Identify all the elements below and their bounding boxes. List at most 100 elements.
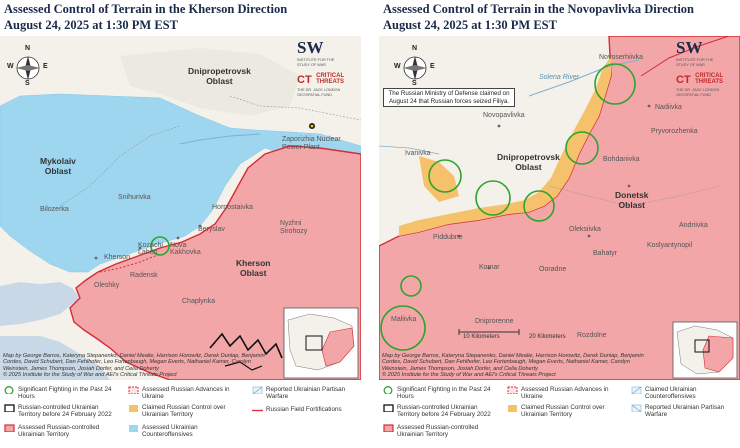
label-piddubne: Piddubne: [433, 234, 463, 241]
legend-ukr-counter: Assessed Ukrainian Counteroffensives: [128, 424, 198, 438]
ct-mark: CT: [297, 74, 312, 86]
label-ooradne: Ooradne: [539, 266, 567, 273]
label-dnipro-oblast-right: Dnipropetrovsk Oblast: [497, 152, 560, 172]
label-maliivka: Maliivka: [391, 316, 417, 323]
map-title-right: Assessed Control of Terrain in the Novop…: [383, 1, 694, 33]
label-komar: Komar: [479, 264, 500, 271]
compass-rose-icon-right: N S W E: [394, 45, 435, 88]
legend-rus-controlled: Assessed Russian-controlled Ukrainian Te…: [4, 424, 99, 438]
compass-e: E: [43, 63, 48, 70]
fund-text: THE DR. JACK LONDON GEOSPATIAL FUND: [297, 88, 341, 97]
label-chaplynka: Chaplynka: [182, 298, 216, 305]
legend-fortifications: Russian Field Fortifications: [252, 406, 342, 413]
legend-partisan-r: Reported Ukrainian Partisan Warfare: [631, 404, 724, 418]
legend-claimed-ukr-r: Claimed Ukrainian Counteroffensives: [631, 386, 696, 400]
label-nyzhni-sirohozy: Nyzhni Sirohozy: [280, 220, 308, 235]
kherson-map-panel: Assessed Control of Terrain in the Khers…: [0, 0, 361, 448]
legend-rus-advances-r-label: Assessed Russian Advances in Ukraine: [521, 386, 609, 400]
map-title-line1: Assessed Control of Terrain in the Khers…: [4, 2, 288, 16]
label-oleksiivka: Oleksiivka: [569, 226, 601, 233]
legend-claimed-rus-label: Claimed Russian Control over Ukrainian T…: [142, 404, 226, 418]
compass-rose-icon: N S W E: [7, 45, 48, 88]
label-znpp: Zaporizhia Nuclear Power Plant: [282, 136, 341, 151]
legend-fortifications-label: Russian Field Fortifications: [266, 406, 342, 413]
legend-fighting: Significant Fighting in the Past 24 Hour…: [4, 386, 111, 400]
legend-ukr-counter-label: Assessed Ukrainian Counteroffensives: [142, 424, 198, 438]
label-bohdanivka: Bohdanivka: [603, 156, 640, 163]
isw-ct-logo: SW INSTITUTE FOR THE STUDY OF WAR CT CRI…: [297, 38, 357, 98]
kherson-map: N S W E SW INSTITUTE FOR THE STUDY OF WA…: [0, 36, 361, 380]
mod-claim-note: The Russian Ministry of Defense claimed …: [383, 88, 515, 108]
isw-subtitle: INSTITUTE FOR THE STUDY OF WAR: [297, 58, 335, 67]
label-hornostaivka: Hornostaivka: [212, 204, 253, 211]
label-novopavlivka: Novopavlivka: [483, 112, 525, 119]
label-kherson-oblast: Kherson Oblast: [236, 258, 271, 278]
title-bar-right: Assessed Control of Terrain in the Novop…: [379, 0, 740, 36]
legend-partisan: Reported Ukrainian Partisan Warfare: [252, 386, 345, 400]
label-snihurivka: Snihurivka: [118, 194, 151, 201]
label-pryvorozhenka: Pryvorozhenka: [651, 128, 698, 135]
compass-w: W: [7, 63, 14, 70]
ct-text-right: CRITICAL THREATS: [695, 72, 724, 85]
label-kherson: Kherson: [104, 254, 131, 261]
label-bahatyr: Bahatyr: [593, 250, 618, 257]
legend-rus-controlled-r: Assessed Russian-controlled Ukrainian Te…: [383, 424, 478, 438]
label-rozdolne: Rozdolne: [577, 332, 607, 339]
legend-fighting-r-label: Significant Fighting in the Past 24 Hour…: [397, 386, 491, 400]
map-title-line2: August 24, 2025 at 1:30 PM EST: [4, 18, 178, 32]
legend-partisan-r-label: Reported Ukrainian Partisan Warfare: [645, 404, 725, 418]
ct-text: CRITICAL THREATS: [316, 72, 345, 85]
scale-bar-label-2: 20 Kilometers: [529, 334, 566, 340]
legend-right: Significant Fighting in the Past 24 Hour…: [379, 384, 740, 448]
fund-text-right: THE DR. JACK LONDON GEOSPATIAL FUND: [676, 88, 720, 97]
legend-claimed-rus-r: Claimed Russian Control over Ukrainian T…: [507, 404, 605, 418]
compass-s-right: S: [412, 80, 417, 87]
label-ivanivka: Ivanivka: [405, 150, 431, 157]
legend-rus-advances: Assessed Russian Advances in Ukraine: [128, 386, 230, 400]
map-title-right-line2: August 24, 2025 at 1:30 PM EST: [383, 18, 557, 32]
label-novoserhiivka: Novoserhiivka: [599, 54, 643, 61]
legend-rus-controlled-r-label: Assessed Russian-controlled Ukrainian Te…: [397, 424, 479, 438]
legend-rus-advances-r: Assessed Russian Advances in Ukraine: [507, 386, 609, 400]
label-kozachi-laheri: Kozachi Laheri: [138, 242, 163, 256]
title-bar: Assessed Control of Terrain in the Khers…: [0, 0, 361, 36]
map-title: Assessed Control of Terrain in the Khers…: [4, 1, 287, 33]
label-beryslav: Beryslav: [198, 226, 225, 233]
legend-rus-before-label: Russian-controlled Ukrainian Territory b…: [18, 404, 112, 418]
legend-rus-before: Russian-controlled Ukrainian Territory b…: [4, 404, 112, 418]
ct-mark-right: CT: [676, 74, 691, 86]
label-radensk: Radensk: [130, 272, 158, 279]
legend-fighting-r: Significant Fighting in the Past 24 Hour…: [383, 386, 490, 400]
novopavlivka-map-panel: Assessed Control of Terrain in the Novop…: [379, 0, 740, 448]
legend-claimed-ukr-r-label: Claimed Ukrainian Counteroffensives: [645, 386, 697, 400]
map-title-right-line1: Assessed Control of Terrain in the Novop…: [383, 2, 695, 16]
map-credits-right: Map by George Barros, Kateryna Stepanenk…: [382, 352, 644, 379]
compass-w-right: W: [394, 63, 401, 70]
label-nadiivka: Nadiivka: [655, 104, 682, 111]
compass-e-right: E: [430, 63, 435, 70]
isw-ct-logo-right: SW INSTITUTE FOR THE STUDY OF WAR CT CRI…: [676, 38, 736, 98]
legend-claimed-rus-r-label: Claimed Russian Control over Ukrainian T…: [521, 404, 605, 418]
compass-n: N: [25, 45, 31, 52]
label-dnipro-oblast: Dnipropetrovsk Oblast: [188, 66, 251, 86]
legend-rus-before-r-label: Russian-controlled Ukrainian Territory b…: [397, 404, 491, 418]
legend-fighting-label: Significant Fighting in the Past 24 Hour…: [18, 386, 112, 400]
label-dniprorenne: Dniprorenne: [475, 318, 514, 325]
map-credits: Map by George Barros, Kateryna Stepanenk…: [3, 352, 265, 379]
legend-partisan-label: Reported Ukrainian Partisan Warfare: [266, 386, 346, 400]
legend: Significant Fighting in the Past 24 Hour…: [0, 384, 361, 448]
label-donetsk-oblast: Donetsk Oblast: [615, 190, 649, 210]
label-bilozerka: Bilozerka: [40, 206, 69, 213]
label-mykolaiv-oblast: Mykolaiv Oblast: [40, 156, 76, 176]
compass-s: S: [25, 80, 30, 87]
legend-rus-advances-label: Assessed Russian Advances in Ukraine: [142, 386, 230, 400]
isw-logo-text: SW: [297, 38, 324, 57]
label-koslyantynopil: Koslyantynopil: [647, 242, 693, 249]
isw-subtitle-right: INSTITUTE FOR THE STUDY OF WAR: [676, 58, 714, 67]
kherson-map-graphic: [0, 36, 361, 380]
label-oleshky: Oleshky: [94, 282, 120, 289]
label-andriivka: Andriivka: [679, 222, 708, 229]
compass-n-right: N: [412, 45, 418, 52]
label-solena-river: Solena River: [539, 74, 580, 81]
legend-rus-before-r: Russian-controlled Ukrainian Territory b…: [383, 404, 491, 418]
